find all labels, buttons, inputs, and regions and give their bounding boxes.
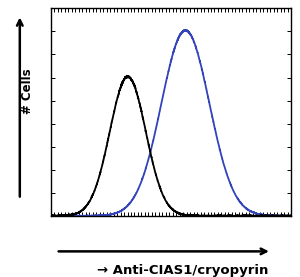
- Text: # Cells: # Cells: [20, 69, 34, 114]
- Text: → Anti-CIAS1/cryopyrin: → Anti-CIAS1/cryopyrin: [97, 264, 269, 276]
